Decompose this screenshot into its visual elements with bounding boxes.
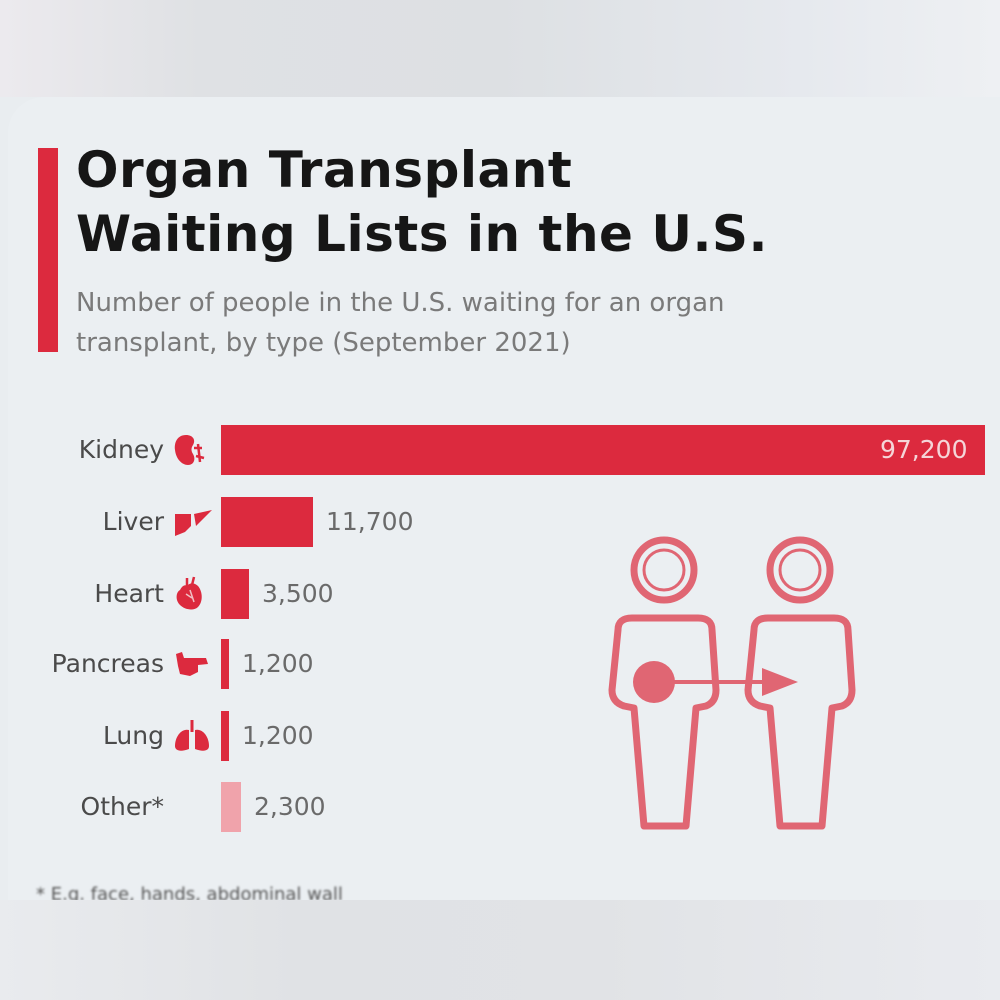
bar-row-liver: Liver 11,700 <box>0 497 1000 547</box>
bar-kidney <box>221 425 985 475</box>
subtitle-line-2: transplant, by type (September 2021) <box>76 328 571 358</box>
chart-title: Organ Transplant Waiting Lists in the U.… <box>76 138 768 266</box>
category-label: Lung <box>102 721 164 750</box>
bar-row-kidney: Kidney 97,200 <box>0 425 1000 475</box>
title-accent-bar <box>38 148 58 352</box>
organ-donation-two-people-icon <box>608 536 856 830</box>
category-label: Kidney <box>78 435 164 464</box>
category-label: Liver <box>102 507 164 536</box>
bar-row-other: Other* 2,300 <box>0 782 1000 832</box>
chart-subtitle: Number of people in the U.S. waiting for… <box>76 283 876 363</box>
infographic-card <box>8 97 1000 900</box>
title-line-2: Waiting Lists in the U.S. <box>76 205 768 263</box>
value-label: 97,200 <box>880 435 968 464</box>
bar-other <box>221 782 241 832</box>
top-background-band <box>0 0 1000 97</box>
value-label: 1,200 <box>242 649 314 678</box>
value-label: 3,500 <box>262 579 334 608</box>
subtitle-line-1: Number of people in the U.S. waiting for… <box>76 288 725 318</box>
liver-icon <box>175 510 212 536</box>
pancreas-icon <box>176 652 208 676</box>
bottom-background-band <box>0 900 1000 1000</box>
bar-heart <box>221 569 249 619</box>
bar-row-pancreas: Pancreas 1,200 <box>0 639 1000 689</box>
kidney-icon <box>174 435 205 465</box>
category-label: Pancreas <box>51 649 164 678</box>
lungs-icon <box>175 720 209 751</box>
bar-liver <box>221 497 313 547</box>
bar-pancreas <box>221 639 229 689</box>
value-label: 1,200 <box>242 721 314 750</box>
title-line-1: Organ Transplant <box>76 141 573 199</box>
heart-organ-icon <box>176 576 202 610</box>
bar-row-heart: Heart 3,500 <box>0 569 1000 619</box>
category-label: Heart <box>94 579 164 608</box>
value-label: 2,300 <box>254 792 326 821</box>
footnote: * E.g. face, hands, abdominal wall <box>36 884 343 905</box>
value-label: 11,700 <box>326 507 414 536</box>
bar-lung <box>221 711 229 761</box>
bar-row-lung: Lung 1,200 <box>0 711 1000 761</box>
category-label: Other* <box>80 792 164 821</box>
